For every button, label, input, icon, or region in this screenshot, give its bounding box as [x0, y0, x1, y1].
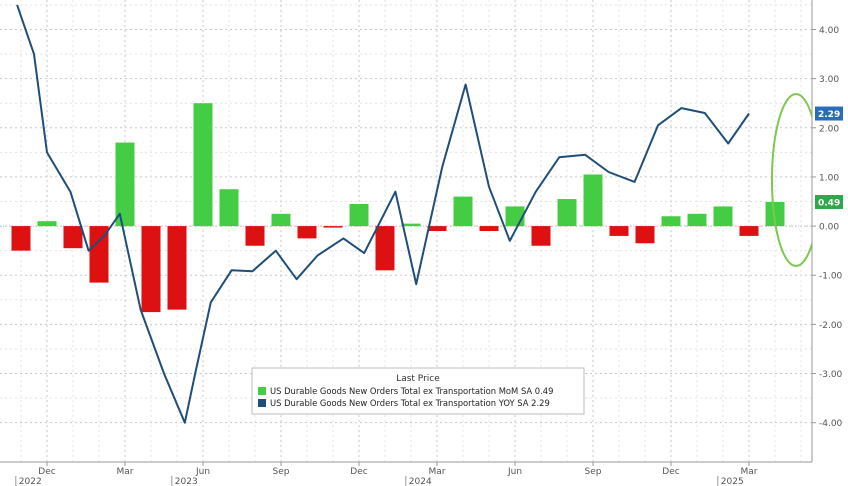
bar-mom: [115, 142, 135, 227]
bar-mom: [479, 226, 499, 231]
bar-mom: [219, 189, 239, 227]
bar-mom: [557, 199, 577, 227]
bar-mom: [713, 206, 733, 227]
bar-mom: [583, 174, 603, 227]
x-tick-label: Mar: [117, 467, 134, 477]
last-value-box: [815, 106, 843, 121]
bar-mom: [661, 216, 681, 227]
legend-title: Last Price: [396, 374, 440, 384]
bar-mom: [765, 202, 785, 227]
legend-entry-label: US Durable Goods New Orders Total ex Tra…: [270, 386, 553, 396]
legend-swatch: [258, 399, 266, 407]
last-value-box: [815, 195, 843, 210]
x-tick-label: Jun: [507, 467, 522, 477]
bar-mom: [141, 226, 161, 313]
x-year-label: 2025: [721, 477, 744, 486]
bar-mom: [687, 213, 707, 227]
x-tick-label: Dec: [350, 467, 367, 477]
bar-mom: [427, 226, 447, 231]
x-tick-label: Dec: [662, 467, 679, 477]
x-tick-label: Dec: [38, 467, 55, 477]
x-year-label: 2022: [19, 477, 42, 486]
y-tick-label: 1.00: [819, 173, 839, 183]
bar-mom: [89, 226, 109, 283]
legend-box: [251, 367, 585, 415]
bar-mom: [349, 203, 369, 227]
mom-bars: [11, 103, 785, 313]
bar-mom: [505, 206, 525, 227]
x-tick-label: Mar: [429, 467, 446, 477]
yoy-line-series: [16, 4, 750, 424]
x-tick-label: Sep: [585, 467, 602, 477]
y-tick-label: -4.00: [819, 419, 843, 429]
x-axis-background: [0, 462, 848, 486]
x-year-label: 2024: [409, 477, 432, 486]
bar-mom: [739, 226, 759, 236]
y-tick-label: -3.00: [819, 370, 843, 380]
x-tick-label: Jun: [195, 467, 210, 477]
y-tick-label: 3.00: [819, 75, 839, 85]
bar-mom: [401, 223, 421, 227]
y-tick-label: 4.00: [819, 26, 839, 36]
bar-mom: [193, 103, 213, 227]
y-tick-label: -2.00: [819, 321, 843, 331]
y-tick-label: 0.00: [819, 223, 839, 233]
y-tick-label: -1.00: [819, 272, 843, 282]
legend: Last Price US Durable Goods New Orders To…: [251, 367, 585, 415]
bar-mom: [245, 226, 265, 246]
x-tick-label: Sep: [273, 467, 290, 477]
x-tick-label: Mar: [741, 467, 758, 477]
bar-mom: [297, 226, 317, 239]
bar-mom: [11, 226, 31, 251]
y-axis: -4.00 -3.00 -2.00 -1.00 0.00 1.00 2.00 3.00 4.00…: [811, 0, 848, 486]
bar-mom: [167, 226, 187, 310]
last-value-label: 0.49: [818, 199, 840, 209]
bar-mom: [63, 226, 83, 249]
bar-mom: [635, 226, 655, 244]
bar-mom: [609, 226, 629, 236]
bar-mom: [37, 221, 57, 227]
x-year-label: 2023: [175, 477, 198, 486]
last-value-label: 2.29: [818, 110, 840, 120]
bar-mom: [271, 213, 291, 227]
bar-mom: [323, 226, 343, 228]
line-yoy: [16, 4, 750, 424]
bar-mom: [375, 226, 395, 271]
bar-mom: [453, 196, 473, 227]
y-axis-background: [812, 0, 848, 486]
bar-mom: [531, 226, 551, 246]
legend-entry-label: US Durable Goods New Orders Total ex Tra…: [270, 398, 550, 408]
legend-swatch: [258, 387, 266, 395]
y-tick-label: 2.00: [819, 124, 839, 134]
